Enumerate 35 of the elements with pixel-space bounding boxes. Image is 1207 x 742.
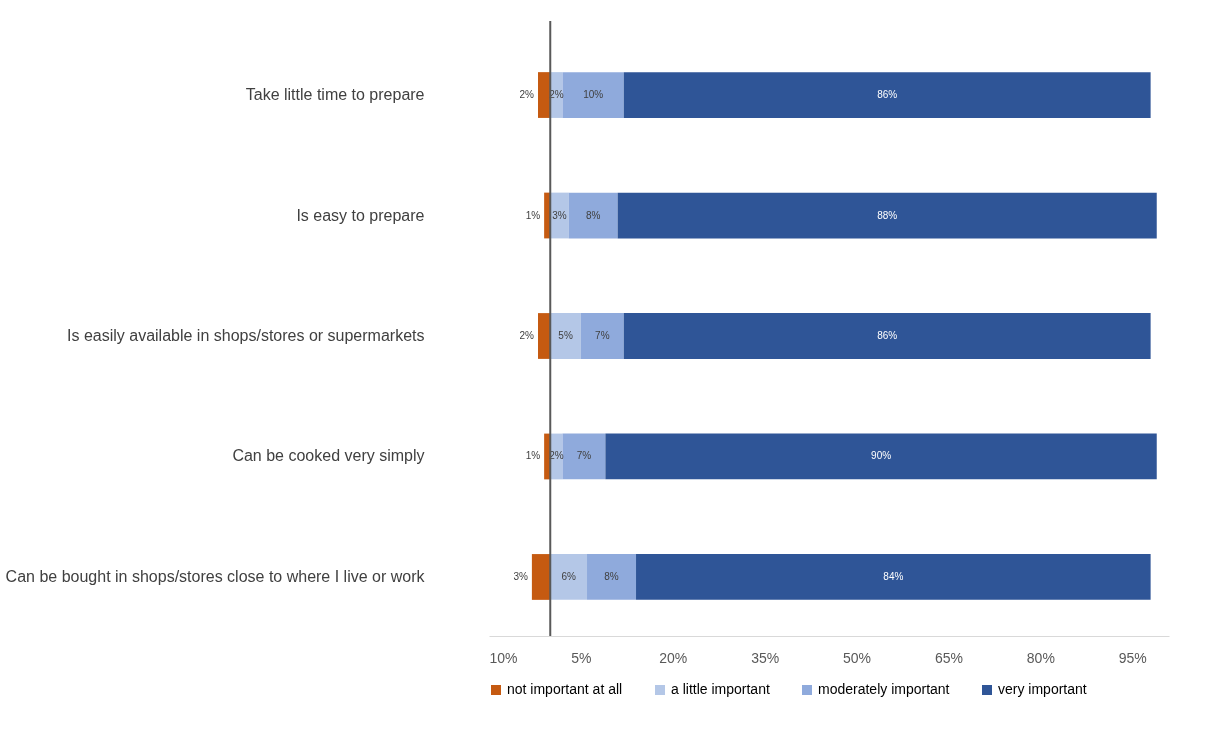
data-label: 88%: [877, 209, 898, 221]
legend-label: a little important: [671, 681, 770, 697]
data-label: 86%: [877, 330, 898, 341]
data-label: 86%: [877, 89, 898, 101]
data-label: 8%: [604, 570, 619, 582]
data-label: 2%: [519, 89, 535, 101]
data-label: 5%: [558, 330, 573, 341]
data-label: 90%: [871, 450, 892, 462]
x-tick-label: 50%: [843, 649, 872, 666]
x-tick-label: 35%: [751, 649, 780, 666]
x-tick-label: 80%: [1026, 649, 1055, 666]
y-tick-label: Can be cooked very simply: [232, 447, 425, 465]
y-tick-label: Take little time to prepare: [245, 86, 425, 104]
x-tick-label: 65%: [934, 649, 963, 666]
data-label: 1%: [525, 209, 541, 221]
data-label: 7%: [576, 450, 592, 462]
data-label: 7%: [595, 330, 610, 341]
x-tick-label: 95%: [1118, 649, 1147, 666]
legend-label: very important: [998, 681, 1087, 697]
data-label: 2%: [519, 330, 535, 341]
legend-label: moderately important: [818, 681, 950, 697]
data-label: 3%: [513, 570, 528, 582]
data-label: 8%: [585, 209, 601, 221]
y-tick-label: Can be bought in shops/stores close to where I live or work: [5, 567, 426, 585]
x-tick-label: 10%: [489, 649, 518, 666]
data-label: 3%: [552, 209, 567, 221]
legend-label: not important at all: [507, 681, 623, 697]
data-label: 84%: [883, 570, 904, 582]
x-tick-label: 20%: [659, 649, 688, 666]
y-tick-label: Is easy to prepare: [296, 206, 425, 224]
y-tick-label: Is easily available in shops/stores or supermarkets: [67, 327, 425, 344]
data-label: 10%: [583, 89, 604, 101]
data-label: 1%: [525, 450, 541, 462]
x-tick-label: 5%: [571, 649, 592, 666]
data-label: 6%: [561, 570, 576, 582]
